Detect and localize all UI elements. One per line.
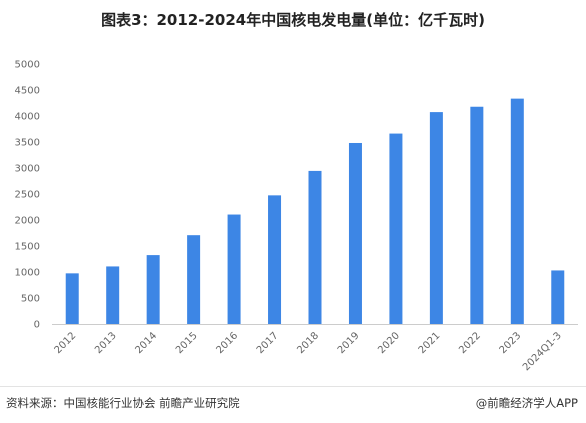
chart-title: 图表3：2012-2024年中国核电发电量(单位：亿千瓦时)	[101, 11, 485, 29]
bar-2023	[510, 98, 524, 324]
footer-divider	[0, 386, 586, 387]
x-tick-label: 2014	[133, 330, 159, 356]
bar-2015	[187, 235, 201, 324]
y-tick-label: 2500	[15, 190, 40, 201]
bars	[65, 98, 565, 324]
bar-2020	[389, 133, 403, 324]
bar-2024Q1-3	[551, 270, 565, 324]
bar-chart: 0 500 1000 1500 2000 2500 3000 3500 4000 4500 5000…	[15, 60, 578, 373]
x-tick-label: 2019	[336, 330, 362, 356]
bar-2022	[470, 106, 484, 324]
bar-2013	[106, 266, 120, 324]
y-tick-label: 0	[34, 320, 40, 331]
y-tick-label: 3500	[15, 138, 40, 149]
x-tick-label: 2013	[93, 330, 119, 356]
brand-credit: @前瞻经济学人APP	[475, 396, 578, 410]
bar-2014	[146, 255, 160, 324]
x-tick-label: 2016	[214, 330, 240, 356]
bar-2016	[227, 214, 241, 324]
y-tick-label: 5000	[15, 60, 40, 71]
x-tick-label: 2015	[174, 330, 200, 356]
x-tick-label: 2017	[255, 330, 281, 356]
y-tick-label: 4500	[15, 86, 40, 97]
source-note: 资料来源：中国核能行业协会 前瞻产业研究院	[6, 396, 240, 410]
y-tick-label: 3000	[15, 164, 40, 175]
bar-2019	[348, 142, 362, 324]
bar-2021	[429, 112, 443, 324]
y-tick-label: 2000	[15, 216, 40, 227]
x-tick-label: 2012	[53, 330, 79, 356]
x-axis: 2012 2013 2014 2015 2016 2017 2018 2019 2020 2021…	[53, 330, 564, 373]
x-tick-label: 2022	[457, 330, 483, 356]
x-tick-label: 2023	[498, 330, 524, 356]
bar-2018	[308, 170, 322, 324]
y-tick-label: 4000	[15, 112, 40, 123]
x-tick-label: 2018	[295, 330, 321, 356]
y-tick-label: 1000	[15, 268, 40, 279]
x-tick-label: 2021	[417, 330, 443, 356]
x-tick-label: 2024Q1-3	[521, 330, 564, 373]
y-tick-label: 500	[21, 294, 40, 305]
bar-2012	[65, 273, 79, 324]
y-tick-label: 1500	[15, 242, 40, 253]
bar-2017	[268, 195, 282, 324]
x-tick-label: 2020	[376, 330, 402, 356]
y-axis: 0 500 1000 1500 2000 2500 3000 3500 4000 4500 5000	[15, 60, 40, 331]
